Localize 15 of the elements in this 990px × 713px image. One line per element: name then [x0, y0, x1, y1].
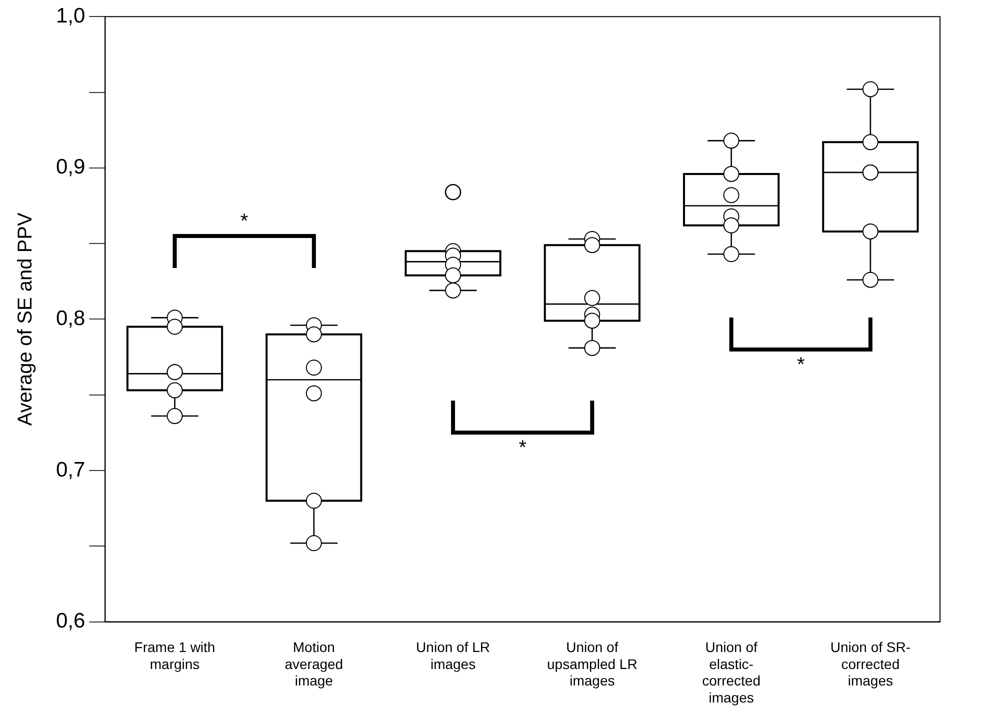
- y-tick-label: 0,7: [56, 458, 86, 482]
- x-tick-label: Union of LR images: [416, 639, 490, 672]
- y-tick-label: 0,8: [56, 306, 86, 330]
- annotation: *: [518, 437, 527, 460]
- annotation: *: [796, 354, 805, 376]
- x-tick-label: Motion averaged image: [284, 639, 344, 689]
- y-tick-label: 0,9: [56, 156, 86, 179]
- y-axis-title: Average of SE and PPV: [14, 212, 37, 426]
- x-tick-label: Union of SR-corrected images: [830, 639, 911, 689]
- y-tick-label: 0,6: [56, 610, 86, 633]
- x-tick-label: Union of upsampled LR images: [547, 639, 638, 689]
- annotation: *: [240, 210, 248, 232]
- y-tick-label: 1,0: [56, 4, 86, 28]
- x-tick-label: Union of elastic-corrected images: [702, 639, 760, 706]
- x-tick-label: Frame 1 with margins: [134, 639, 216, 672]
